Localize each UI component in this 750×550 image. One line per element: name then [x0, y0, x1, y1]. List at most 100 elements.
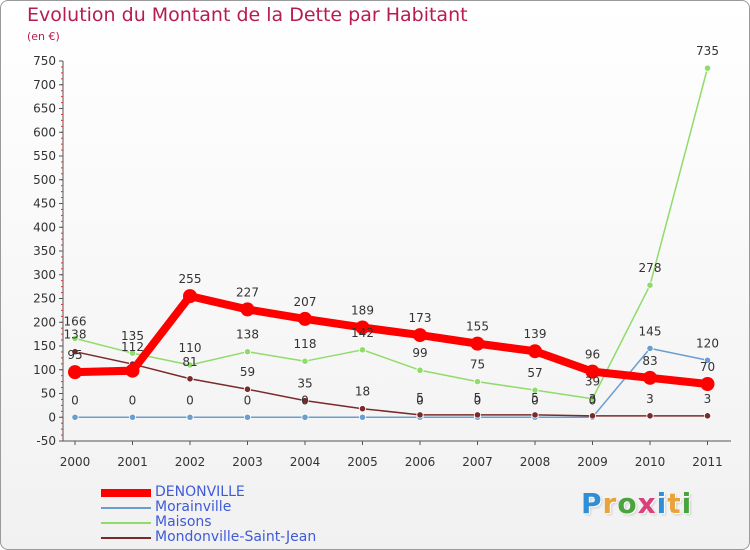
legend-swatch-denonville — [101, 489, 151, 497]
legend-label-denonville: DENONVILLE — [155, 484, 245, 500]
data-label: 35 — [297, 377, 312, 391]
data-label: 110 — [179, 341, 202, 355]
data-label: 0 — [129, 393, 137, 407]
x-tick-label: 2006 — [405, 455, 436, 469]
data-point — [128, 413, 137, 421]
data-label: 3 — [704, 392, 712, 406]
data-point — [243, 385, 252, 393]
data-point — [298, 311, 312, 326]
logo-letter: i — [656, 487, 668, 520]
data-point — [301, 413, 309, 421]
data-label: 81 — [182, 355, 197, 369]
data-label: 118 — [294, 337, 317, 351]
data-point — [71, 413, 79, 421]
series-line — [74, 347, 709, 418]
data-point — [646, 344, 654, 352]
data-point — [413, 328, 427, 343]
data-point — [646, 281, 654, 289]
data-point — [71, 348, 79, 356]
legend-swatch-maisons — [101, 522, 151, 524]
data-point — [700, 377, 715, 391]
data-point — [186, 413, 194, 421]
data-point — [416, 411, 424, 419]
data-label: 0 — [301, 393, 309, 407]
data-point — [473, 378, 482, 386]
data-label: 207 — [294, 295, 317, 309]
data-point — [301, 357, 309, 365]
data-label: 189 — [351, 303, 374, 317]
data-label: 70 — [700, 360, 715, 374]
series-line — [74, 350, 709, 417]
data-label: 18 — [355, 385, 370, 399]
data-label: 112 — [121, 340, 144, 354]
y-tick-label: 650 — [33, 102, 56, 116]
data-point — [643, 370, 657, 385]
legend-label-morainville: Morainville — [155, 499, 232, 515]
y-tick-label: 500 — [33, 173, 56, 187]
data-point — [473, 411, 482, 419]
data-label: 0 — [589, 393, 597, 407]
data-point — [470, 336, 485, 351]
data-point — [416, 366, 424, 374]
x-tick-label: 2005 — [347, 455, 378, 469]
data-label: 3 — [589, 392, 597, 406]
logo-letter: P — [581, 487, 603, 520]
data-point — [646, 412, 654, 420]
y-tick-label: 250 — [33, 292, 56, 306]
data-point — [358, 405, 367, 413]
data-label: 135 — [121, 329, 144, 343]
data-label: 5 — [474, 391, 482, 405]
data-label: 227 — [236, 285, 259, 299]
x-tick-label: 2008 — [520, 455, 551, 469]
data-point — [531, 386, 539, 394]
chart-title: Evolution du Montant de la Dette par Hab… — [27, 4, 468, 26]
data-label: 255 — [179, 272, 202, 286]
data-label: 5 — [416, 391, 424, 405]
data-point — [358, 346, 367, 354]
data-label: 99 — [412, 346, 427, 360]
data-point — [243, 413, 252, 421]
data-label: 155 — [466, 320, 489, 334]
x-tick-label: 2004 — [290, 455, 321, 469]
data-label: 3 — [646, 392, 654, 406]
data-point — [68, 365, 82, 380]
data-label: 139 — [524, 327, 547, 341]
legend-item-mondonville: Mondonville-Saint-Jean — [101, 530, 361, 545]
y-tick-label: 550 — [33, 149, 56, 163]
y-tick-label: -50 — [36, 434, 56, 448]
proxiti-logo: Proxiti — [581, 487, 692, 520]
data-label: 57 — [527, 366, 542, 380]
legend-swatch-morainville — [101, 507, 151, 509]
data-point — [355, 320, 370, 335]
data-point — [703, 412, 712, 420]
data-point — [186, 361, 194, 369]
data-point — [358, 413, 367, 421]
legend-label-mondonville: Mondonville-Saint-Jean — [155, 529, 317, 545]
series-line — [71, 292, 712, 388]
legend-item-maisons: Maisons — [101, 515, 361, 530]
data-label: 166 — [64, 314, 87, 328]
data-label: 0 — [244, 393, 252, 407]
y-tick-label: 450 — [33, 197, 56, 211]
y-tick-label: 50 — [41, 387, 56, 401]
data-label: 0 — [71, 393, 79, 407]
x-tick-label: 2000 — [60, 455, 91, 469]
data-point — [528, 344, 542, 359]
x-tick-label: 2010 — [635, 455, 666, 469]
y-tick-label: 100 — [33, 363, 56, 377]
logo-letter: i — [681, 487, 693, 520]
y-tick-label: 700 — [33, 78, 56, 92]
data-label: 278 — [639, 261, 662, 275]
data-point — [125, 363, 140, 378]
data-label: 0 — [416, 393, 424, 407]
series-line — [74, 67, 709, 400]
y-tick-label: 350 — [33, 244, 56, 258]
y-tick-label: 300 — [33, 268, 56, 282]
y-tick-label: 600 — [33, 125, 56, 139]
legend-swatch-mondonville — [101, 537, 151, 539]
y-tick-label: 750 — [33, 54, 56, 68]
data-point — [588, 412, 597, 420]
data-point — [703, 356, 712, 364]
